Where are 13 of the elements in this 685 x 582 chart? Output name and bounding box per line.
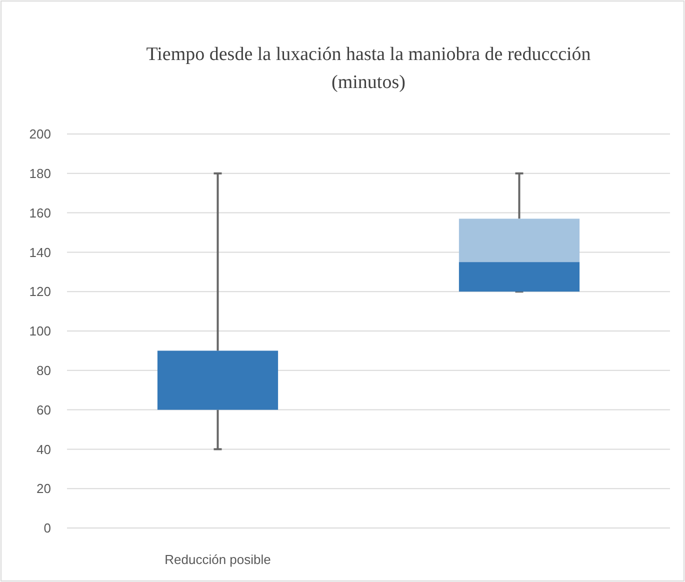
y-tick-label: 140 <box>29 244 51 260</box>
y-tick-label: 200 <box>29 126 51 142</box>
y-tick-label: 180 <box>29 166 51 181</box>
y-tick-label: 20 <box>36 481 51 496</box>
y-tick-label: 120 <box>29 284 51 300</box>
y-tick-label: 60 <box>36 402 51 418</box>
x-tick-label: Reducción posible <box>164 552 271 567</box>
y-tick-label: 100 <box>29 324 51 339</box>
y-tick-label: 0 <box>44 520 51 536</box>
y-tick-label: 40 <box>36 442 51 457</box>
y-tick-label: 80 <box>36 362 51 378</box>
y-tick-label: 160 <box>29 205 51 220</box>
chart-title: Tiempo desde la luxación hasta la maniobra de reduccción (minutos) <box>146 44 592 93</box>
